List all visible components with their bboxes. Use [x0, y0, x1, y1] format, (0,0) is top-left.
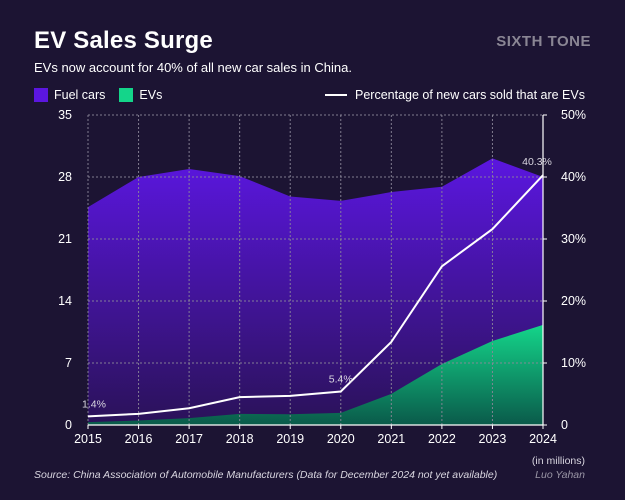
y-right-tick-label: 50% [561, 108, 586, 122]
data-label-percentage: 1.4% [82, 398, 106, 410]
brand-logo: SIXTH TONE [496, 33, 591, 50]
x-tick-label: 2017 [175, 432, 203, 446]
unit-label: (in millions) [531, 455, 585, 467]
legend-item-evs: EVs [119, 88, 162, 102]
data-label-percentage: 5.4% [329, 374, 353, 386]
area-fuel-cars [88, 158, 543, 425]
x-tick-label: 2015 [74, 432, 102, 446]
data-label-percentage: 40.3% [522, 156, 552, 168]
x-tick-label: 2016 [125, 432, 153, 446]
y-left-tick-label: 28 [58, 170, 72, 184]
line-ev-percentage [87, 174, 544, 418]
legend-item-fuel: Fuel cars [34, 88, 105, 102]
legend-label-fuel: Fuel cars [54, 88, 106, 102]
source-note: Source: China Association of Automobile … [34, 469, 498, 481]
legend-swatch-line [325, 94, 347, 96]
legend-areas: Fuel cars EVs [34, 88, 176, 102]
x-tick-label: 2024 [529, 432, 557, 446]
x-tick-label: 2022 [428, 432, 456, 446]
chart-subtitle: EVs now account for 40% of all new car s… [34, 60, 352, 75]
x-tick-label: 2021 [377, 432, 405, 446]
y-left-tick-label: 7 [65, 356, 72, 370]
x-tick-label: 2018 [226, 432, 254, 446]
y-right-tick-label: 20% [561, 294, 586, 308]
legend-swatch-evs [119, 88, 134, 102]
chart-title: EV Sales Surge [34, 27, 213, 54]
x-tick-label: 2019 [276, 432, 304, 446]
y-right-tick-label: 40% [561, 170, 586, 184]
author-credit: Luo Yahan [535, 469, 585, 481]
legend-swatch-fuel [34, 88, 48, 102]
legend-line: Percentage of new cars sold that are EVs [325, 88, 585, 102]
x-tick-label: 2023 [479, 432, 507, 446]
y-left-tick-label: 0 [65, 418, 72, 432]
y-right-tick-label: 0 [561, 418, 568, 432]
y-right-tick-label: 10% [561, 356, 586, 370]
y-left-tick-label: 35 [58, 108, 72, 122]
x-tick-label: 2020 [327, 432, 355, 446]
y-left-tick-label: 14 [58, 294, 72, 308]
legend-label-line: Percentage of new cars sold that are EVs [355, 88, 585, 102]
y-left-tick-label: 21 [58, 232, 72, 246]
legend-label-evs: EVs [139, 88, 163, 102]
area-evs [88, 324, 543, 425]
y-right-tick-label: 30% [561, 232, 586, 246]
